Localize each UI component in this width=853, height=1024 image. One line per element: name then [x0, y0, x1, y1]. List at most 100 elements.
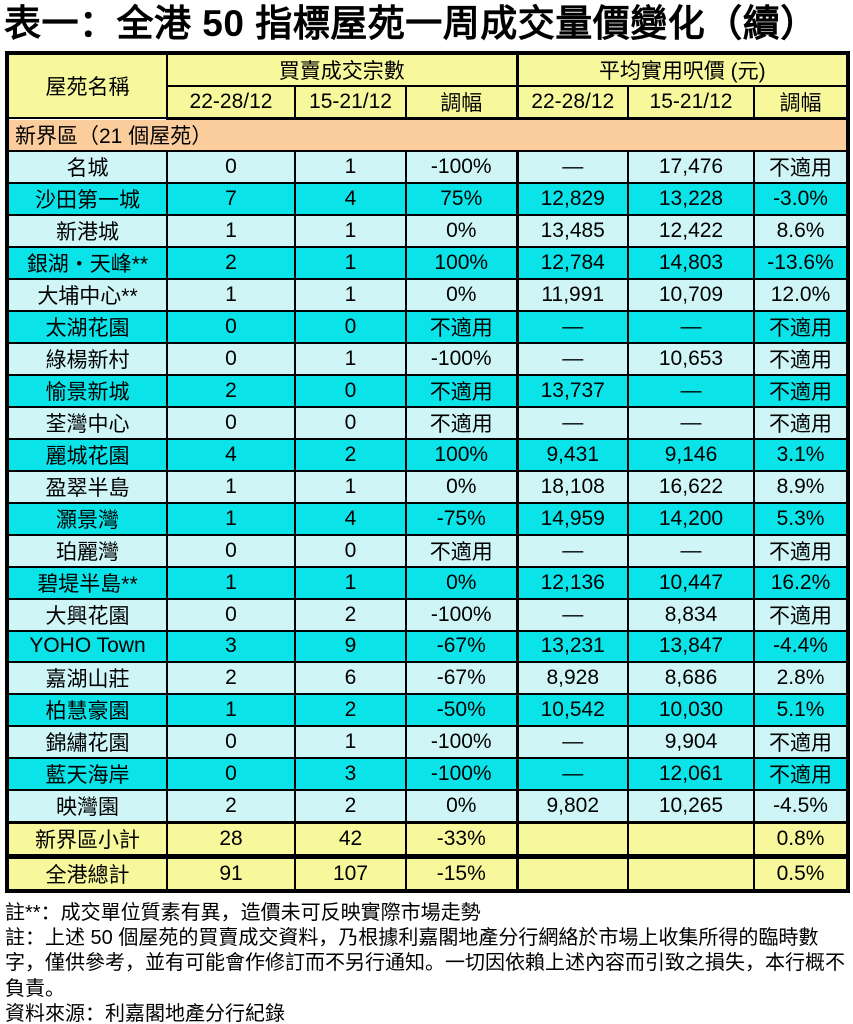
- vol-previous-cell: 1: [294, 245, 407, 280]
- psf-current-cell: —: [515, 533, 629, 568]
- table-row: 沙田第一城 7 4 75% 12,829 13,228 -3.0%: [6, 181, 849, 216]
- psf-current-cell: 12,136: [515, 565, 629, 600]
- table-row: 盈翠半島 1 1 0% 18,108 16,622 8.9%: [6, 469, 849, 504]
- vol-current-cell: 1: [166, 277, 296, 312]
- psf-current-cell: —: [515, 756, 629, 791]
- psf-current-cell: —: [515, 309, 629, 344]
- footnote-disclaimer: 註：上述 50 個屋苑的買賣成交資料，乃根據利嘉閣地產分行網絡於市場上收集所得的…: [5, 926, 845, 1000]
- vol-change-cell: 0%: [405, 213, 518, 248]
- total-vol-previous: 107: [294, 853, 407, 892]
- psf-previous-cell: 10,653: [627, 341, 755, 376]
- vol-current-cell: 3: [166, 629, 296, 663]
- grand-total-row: 全港總計 91 107 -15% 0.5%: [6, 853, 849, 892]
- estate-name-cell: 灝景灣: [6, 501, 168, 536]
- total-psf-change: 0.5%: [753, 853, 849, 892]
- psf-previous-cell: 10,030: [627, 692, 755, 727]
- vol-current-cell: 1: [166, 692, 296, 727]
- vol-current-cell: 1: [166, 565, 296, 600]
- psf-previous-cell: 14,803: [627, 245, 755, 280]
- vol-change-cell: 75%: [405, 181, 518, 216]
- vol-current-cell: 0: [166, 597, 296, 632]
- header-sub-row: 22-28/12 15-21/12 調幅 22-28/12 15-21/12 調…: [7, 84, 849, 120]
- total-vol-current: 91: [166, 853, 296, 892]
- psf-change-cell: -13.6%: [753, 245, 849, 280]
- psf-current-cell: 14,959: [515, 501, 629, 536]
- col-header-psf-change: 調幅: [753, 84, 849, 120]
- psf-previous-cell: 12,422: [627, 213, 755, 248]
- vol-change-cell: -100%: [405, 724, 518, 759]
- vol-current-cell: 0: [166, 533, 296, 568]
- vol-previous-cell: 3: [294, 756, 407, 791]
- psf-change-cell: 2.8%: [753, 660, 849, 695]
- psf-previous-cell: 10,709: [627, 277, 755, 312]
- psf-previous-cell: 9,904: [627, 724, 755, 759]
- table-row: 太湖花園 0 0 不適用 — — 不適用: [6, 309, 849, 344]
- col-header-psf-previous: 15-21/12: [627, 84, 755, 120]
- psf-current-cell: 12,784: [515, 245, 629, 280]
- estate-name-cell: 嘉湖山莊: [6, 660, 168, 695]
- psf-current-cell: —: [515, 405, 629, 440]
- section-label: 新界區（21 個屋苑）: [6, 117, 849, 152]
- vol-change-cell: 0%: [405, 469, 518, 504]
- table-row: 愉景新城 2 0 不適用 13,737— 不適用: [6, 373, 849, 408]
- psf-change-cell: 不適用: [753, 597, 849, 632]
- subtotal-vol-previous: 42: [294, 820, 407, 858]
- section-row-new-territories: 新界區（21 個屋苑）: [6, 117, 849, 152]
- psf-current-cell: 13,231: [515, 629, 629, 663]
- table-row: 大興花園 0 2 -100% —8,834 不適用: [6, 597, 849, 632]
- vol-current-cell: 7: [166, 181, 296, 216]
- vol-current-cell: 2: [166, 788, 296, 824]
- footnotes: 註**：成交單位質素有異，造價未可反映實際市場走勢 註：上述 50 個屋苑的買賣…: [5, 901, 847, 1024]
- table-row: 錦繡花園 0 1 -100% —9,904 不適用: [6, 724, 849, 759]
- psf-change-cell: 12.0%: [753, 277, 849, 312]
- estate-name-cell: 麗城花園: [6, 437, 168, 472]
- estate-name-cell: 大興花園: [6, 597, 168, 632]
- vol-change-cell: 100%: [405, 245, 518, 280]
- table-row: 藍天海岸 0 3 -100% —12,061 不適用: [6, 756, 849, 791]
- psf-previous-cell: 10,447: [627, 565, 755, 600]
- vol-change-cell: -75%: [405, 501, 518, 536]
- vol-previous-cell: 1: [294, 341, 407, 376]
- vol-previous-cell: 2: [294, 692, 407, 727]
- col-header-psf-current: 22-28/12: [515, 84, 629, 120]
- psf-previous-cell: —: [627, 405, 755, 440]
- vol-previous-cell: 0: [294, 533, 407, 568]
- estate-name-cell: 愉景新城: [6, 373, 168, 408]
- vol-current-cell: 0: [166, 405, 296, 440]
- vol-change-cell: -100%: [405, 149, 518, 184]
- vol-previous-cell: 1: [294, 149, 407, 184]
- table-row: 新港城 1 1 0% 13,485 12,422 8.6%: [6, 213, 849, 248]
- vol-change-cell: 不適用: [405, 373, 518, 408]
- table-row: 綠楊新村 0 1 -100% —10,653 不適用: [6, 341, 849, 376]
- estate-name-cell: 錦繡花園: [6, 724, 168, 759]
- page-title: 表一：全港 50 指標屋苑一周成交量價變化（續）: [4, 3, 818, 44]
- vol-previous-cell: 2: [294, 597, 407, 632]
- vol-current-cell: 1: [166, 501, 296, 536]
- estate-name-cell: 新港城: [6, 213, 168, 248]
- estate-name-cell: 荃灣中心: [6, 405, 168, 440]
- estate-name-cell: 柏慧豪園: [6, 692, 168, 727]
- vol-previous-cell: 0: [294, 373, 407, 408]
- psf-change-cell: 16.2%: [753, 565, 849, 600]
- psf-change-cell: -3.0%: [753, 181, 849, 216]
- vol-change-cell: -67%: [405, 629, 518, 663]
- vol-change-cell: -67%: [405, 660, 518, 695]
- footnote-quality: 註**：成交單位質素有異，造價未可反映實際市場走勢: [5, 901, 481, 924]
- vol-change-cell: 不適用: [405, 405, 518, 440]
- vol-previous-cell: 4: [294, 501, 407, 536]
- psf-previous-cell: 12,061: [627, 756, 755, 791]
- estates-table: 屋苑名稱 買賣成交宗數 平均實用呎價 (元) 22-28/12 15-21/12…: [5, 50, 850, 893]
- psf-change-cell: 5.1%: [753, 692, 849, 727]
- estate-name-cell: 銀湖・天峰**: [6, 245, 168, 280]
- psf-previous-cell: 9,146: [627, 437, 755, 472]
- psf-current-cell: 10,542: [515, 692, 629, 727]
- psf-change-cell: 不適用: [753, 149, 849, 184]
- vol-previous-cell: 1: [294, 469, 407, 504]
- psf-previous-cell: 13,228: [627, 181, 755, 216]
- table-row: 珀麗灣 0 0 不適用 — — 不適用: [6, 533, 849, 568]
- vol-change-cell: 不適用: [405, 533, 518, 568]
- vol-change-cell: -100%: [405, 756, 518, 791]
- psf-current-cell: 13,485: [515, 213, 629, 248]
- total-psf-current: [515, 853, 629, 892]
- col-header-vol-current: 22-28/12: [166, 84, 296, 120]
